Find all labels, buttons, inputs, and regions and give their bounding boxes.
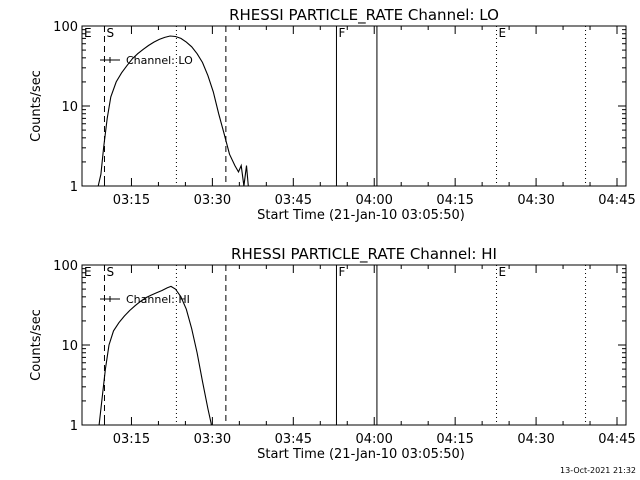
y-tick-label: 1 (70, 419, 78, 434)
plot-frame (81, 264, 627, 426)
series-line (97, 35, 249, 187)
x-tick-label: 04:00 (355, 432, 392, 447)
x-tick-label: 03:45 (275, 432, 312, 447)
y-axis-label: Counts/sec (29, 70, 44, 142)
y-tick-label: 100 (53, 20, 78, 35)
x-tick-label: 04:45 (598, 193, 635, 208)
chart-title: RHESSI PARTICLE_RATE Channel: LO (229, 6, 499, 25)
timestamp-label: 13-Oct-2021 21:32 (560, 466, 636, 475)
edge-marker-label: E (84, 26, 92, 40)
x-tick-label: 03:15 (113, 432, 150, 447)
x-tick-label: 04:30 (517, 193, 554, 208)
x-tick-label: 03:30 (194, 432, 231, 447)
x-tick-label: 04:00 (355, 193, 392, 208)
event-marker-label: S (106, 265, 114, 279)
y-tick-label: 1 (70, 180, 78, 195)
event-marker-label: S (106, 26, 114, 40)
event-marker-label: E (499, 265, 507, 279)
x-tick-label: 04:45 (598, 432, 635, 447)
y-tick-label: 10 (61, 100, 78, 115)
plot-frame (81, 25, 627, 187)
event-marker-label: E (499, 26, 507, 40)
x-tick-label: 04:30 (517, 432, 554, 447)
chart-title: RHESSI PARTICLE_RATE Channel: HI (231, 245, 497, 264)
x-axis-label: Start Time (21-Jan-10 03:05:50) (257, 447, 465, 462)
x-tick-label: 03:30 (194, 193, 231, 208)
y-tick-label: 10 (61, 339, 78, 354)
x-tick-label: 03:45 (275, 193, 312, 208)
y-axis-label: Counts/sec (29, 309, 44, 381)
event-marker-label: F (338, 26, 345, 40)
x-tick-label: 04:15 (436, 432, 473, 447)
x-axis-label: Start Time (21-Jan-10 03:05:50) (257, 208, 465, 223)
x-tick-label: 03:15 (113, 193, 150, 208)
series-line (98, 285, 213, 426)
edge-marker-label: E (84, 265, 92, 279)
event-marker-label: F (338, 265, 345, 279)
legend-label: Channel: LO (126, 54, 193, 67)
x-tick-label: 04:15 (436, 193, 473, 208)
legend-label: Channel: HI (126, 293, 190, 306)
y-tick-label: 100 (53, 259, 78, 274)
